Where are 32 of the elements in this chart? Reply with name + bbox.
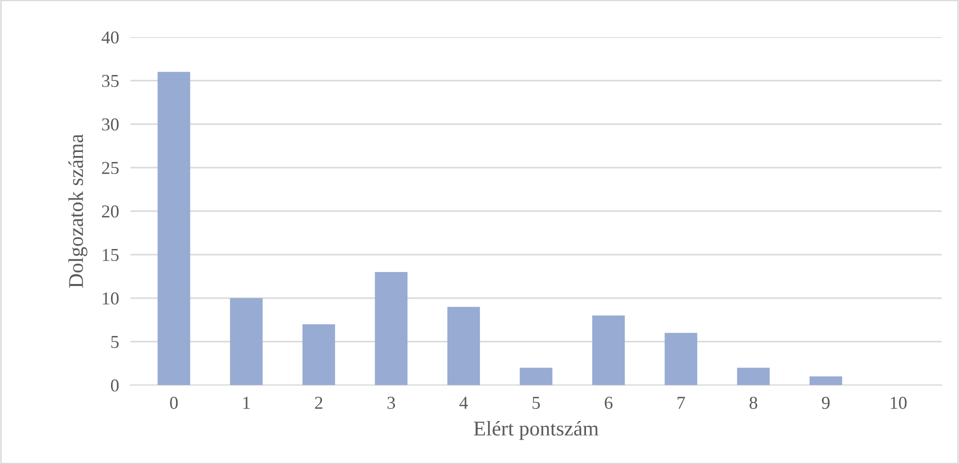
y-tick-label: 10: [102, 292, 119, 305]
x-tick-label: 5: [532, 396, 540, 409]
bar: [374, 272, 408, 386]
bar: [592, 316, 625, 386]
x-tick-label: 3: [388, 396, 396, 409]
x-tick-label: 7: [678, 396, 685, 409]
y-tick-label: 40: [102, 31, 119, 44]
y-tick-label: 20: [102, 205, 119, 218]
bar: [230, 298, 263, 386]
y-tick-label: 15: [102, 248, 119, 262]
bar: [447, 306, 480, 386]
x-tick-label: 2: [315, 396, 322, 409]
bar: [664, 332, 698, 386]
bar: [737, 368, 770, 386]
x-tick-label: 9: [822, 396, 830, 409]
x-tick-label: 0: [170, 396, 178, 409]
y-tick-label: 0: [110, 379, 119, 392]
y-tick-label: 5: [111, 336, 119, 348]
bar: [810, 376, 842, 386]
x-axis-title: Elért pontszám: [474, 420, 599, 440]
x-tick-label: 4: [459, 396, 468, 409]
y-tick-label: 25: [102, 162, 119, 174]
bar: [520, 368, 552, 386]
x-tick-label: 8: [750, 396, 758, 409]
y-tick-label: 35: [102, 74, 119, 88]
y-tick-label: 30: [102, 118, 119, 131]
y-axis-title: Dolgozatok száma: [68, 134, 88, 288]
bar: [158, 72, 190, 386]
x-tick-label: 1: [243, 396, 250, 409]
bar: [302, 324, 336, 386]
x-tick-label: 10: [890, 396, 907, 409]
x-tick-label: 6: [604, 396, 612, 409]
